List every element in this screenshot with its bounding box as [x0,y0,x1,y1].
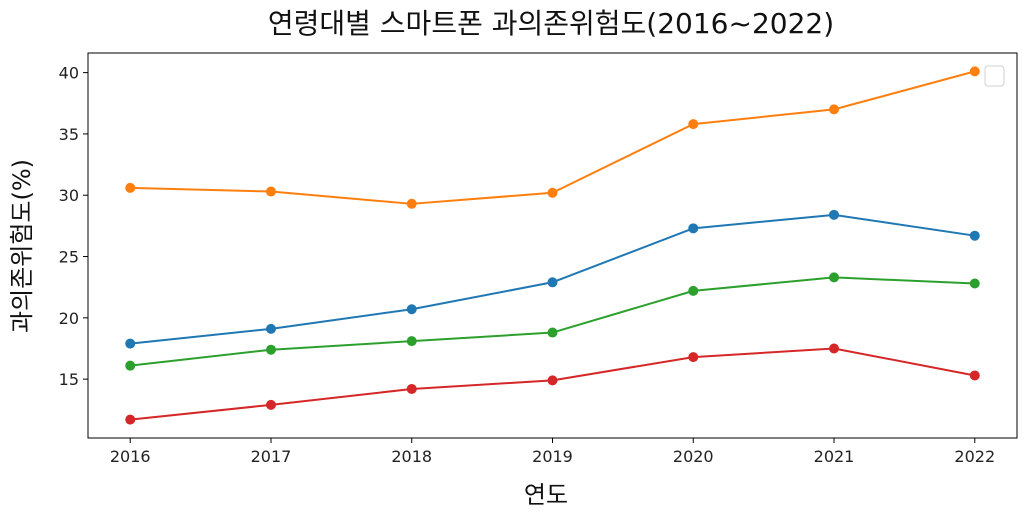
data-point [547,187,558,198]
x-axis: 2016 2017 2018 2019 2020 2021 2022 [110,438,995,466]
data-point [125,414,136,425]
data-point [829,209,840,220]
data-point [688,119,699,130]
data-point [547,327,558,338]
y-tick-label: 25 [59,248,79,267]
series-1 [125,209,980,349]
data-point [829,343,840,354]
data-point [547,375,558,386]
data-point [969,370,980,381]
data-point [265,323,276,334]
x-tick-label: 2021 [814,447,855,466]
data-point [406,198,417,209]
data-point [125,338,136,349]
series-4 [125,343,980,425]
data-point [969,230,980,241]
series-line [130,70,976,205]
data-point [829,272,840,283]
x-tick-label: 2018 [391,447,432,466]
x-tick-label: 2022 [954,447,995,466]
data-point [406,336,417,347]
y-tick-label: 35 [59,125,79,144]
series-2 [125,66,980,209]
data-point [265,344,276,355]
x-tick-label: 2020 [673,447,714,466]
data-point [688,285,699,296]
data-point [265,399,276,410]
chart-title: 연령대별 스마트폰 과의존위험도(2016~2022) [268,7,834,40]
data-point [969,278,980,289]
y-tick-label: 20 [59,309,79,328]
data-point [406,304,417,315]
data-point [688,352,699,363]
x-tick-label: 2016 [110,447,151,466]
data-point [688,223,699,234]
data-point [829,104,840,115]
y-tick-label: 40 [59,64,79,83]
legend-box [984,65,1005,87]
x-tick-label: 2017 [251,447,292,466]
series-line [130,276,975,367]
y-axis: 15 20 25 30 35 40 [59,64,88,389]
series-3 [125,272,980,371]
x-axis-label: 연도 [524,481,568,509]
y-tick-label: 15 [59,370,79,389]
y-tick-label: 30 [59,186,79,205]
data-point [406,383,417,394]
data-point [265,186,276,197]
data-point [547,277,558,288]
x-tick-label: 2019 [532,447,573,466]
plot-area [125,66,980,425]
data-point [125,360,136,371]
y-axis-label: 과의존위험도(%) [8,159,36,333]
data-point [969,66,980,77]
data-point [125,182,136,193]
